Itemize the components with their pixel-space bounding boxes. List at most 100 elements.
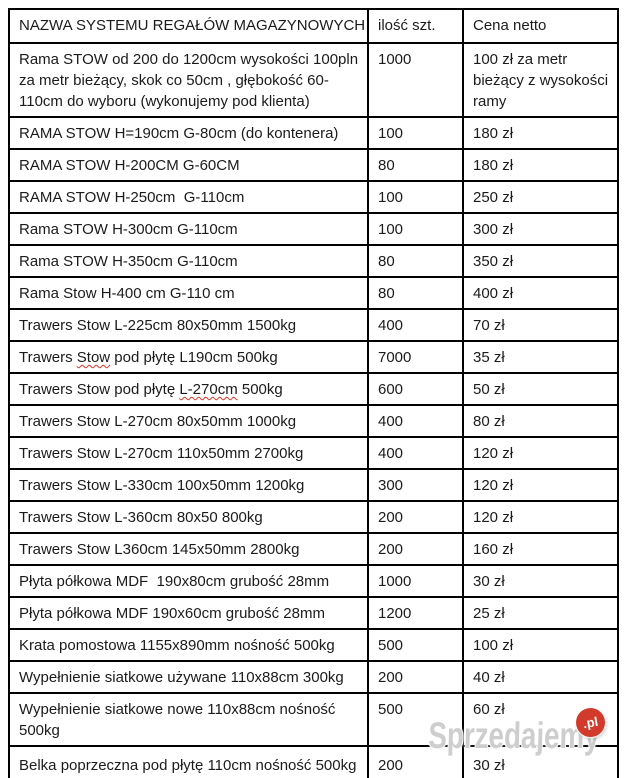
product-name-cell: Trawers Stow pod płytę L-270cm 500kg <box>8 372 369 406</box>
product-name-cell: RAMA STOW H=190cm G-80cm (do kontenera) <box>8 116 369 150</box>
table-row: Płyta półkowa MDF 190x80cm grubość 28mm 1… <box>8 564 619 598</box>
quantity-cell: 500 <box>367 628 464 662</box>
table-row: Wypełnienie siatkowe nowe 110x88cm nośno… <box>8 692 619 747</box>
product-name-text: pod płytę L190cm 500kg <box>110 349 278 366</box>
table-row: Krata pomostowa 1155x890mm nośność 500kg… <box>8 628 619 662</box>
table-row: Trawers Stow L-225cm 80x50mm 1500kg 400 70… <box>8 308 619 342</box>
quantity-cell: 200 <box>367 532 464 566</box>
misspelled-word: Stow <box>76 349 111 366</box>
quantity-cell: 1200 <box>367 596 464 630</box>
product-name-cell: Trawers Stow pod płytę L190cm 500kg <box>8 340 369 374</box>
product-name-cell: Trawers Stow L-225cm 80x50mm 1500kg <box>8 308 369 342</box>
product-name-cell: RAMA STOW H-200CM G-60CM <box>8 148 369 182</box>
product-name-cell: Płyta półkowa MDF 190x80cm grubość 28mm <box>8 564 369 598</box>
product-name-cell: RAMA STOW H-250cm G-110cm <box>8 180 369 214</box>
product-name-text: Trawers Stow L-360cm 80x50 800kg <box>19 509 263 526</box>
price-cell: 180 zł <box>462 148 619 182</box>
price-cell: 40 zł <box>462 660 619 694</box>
price-cell: 30 zł <box>462 745 619 778</box>
header-row: NAZWA SYSTEMU REGAŁÓW MAGAZYNOWYCH ilość… <box>8 8 619 44</box>
product-name-cell: Belka poprzeczna pod płytę 110cm nośność… <box>8 745 369 778</box>
table-row: Rama Stow H-400 cm G-110 cm 80 400 zł <box>8 276 619 310</box>
table-row: Rama STOW od 200 do 1200cm wysokości 100… <box>8 42 619 118</box>
price-table: NAZWA SYSTEMU REGAŁÓW MAGAZYNOWYCH ilość… <box>8 8 619 778</box>
product-name-text: Rama Stow H-400 cm G-110 cm <box>19 285 235 302</box>
table-row: Rama STOW H-350cm G-110cm 80 350 zł <box>8 244 619 278</box>
table-body: Rama STOW od 200 do 1200cm wysokości 100… <box>8 42 619 778</box>
price-cell: 35 zł <box>462 340 619 374</box>
table-row: Płyta półkowa MDF 190x60cm grubość 28mm 1… <box>8 596 619 630</box>
quantity-cell: 80 <box>367 244 464 278</box>
product-name-text: Rama STOW H-300cm G-110cm <box>19 221 238 238</box>
quantity-cell: 1000 <box>367 564 464 598</box>
price-cell: 180 zł <box>462 116 619 150</box>
product-name-cell: Trawers Stow L-330cm 100x50mm 1200kg <box>8 468 369 502</box>
product-name-text: Trawers Stow L-330cm 100x50mm 1200kg <box>19 477 305 494</box>
quantity-cell: 100 <box>367 212 464 246</box>
product-name-text: 500kg <box>237 381 283 398</box>
product-name-text: Wypełnienie siatkowe nowe 110x88cm nośno… <box>19 701 340 739</box>
product-name-cell: Rama STOW od 200 do 1200cm wysokości 100… <box>8 42 369 118</box>
quantity-cell: 200 <box>367 745 464 778</box>
table-row: Trawers Stow L-360cm 80x50 800kg 200 120 z… <box>8 500 619 534</box>
table-row: Belka poprzeczna pod płytę 110cm nośność… <box>8 745 619 778</box>
price-cell: 100 zł <box>462 628 619 662</box>
product-name-cell: Trawers Stow L-270cm 80x50mm 1000kg <box>8 404 369 438</box>
quantity-cell: 1000 <box>367 42 464 118</box>
price-cell: 300 zł <box>462 212 619 246</box>
table-row: Trawers Stow L-330cm 100x50mm 1200kg 300 1… <box>8 468 619 502</box>
price-cell: 70 zł <box>462 308 619 342</box>
column-header-price: Cena netto <box>462 8 619 44</box>
product-name-cell: Rama STOW H-350cm G-110cm <box>8 244 369 278</box>
product-name-text: Wypełnienie siatkowe używane 110x88cm 30… <box>19 669 344 686</box>
product-name-text: RAMA STOW H-250cm G-110cm <box>19 189 245 206</box>
table-row: Trawers Stow L360cm 145x50mm 2800kg 200 16… <box>8 532 619 566</box>
price-cell: 350 zł <box>462 244 619 278</box>
table-row: Trawers Stow pod płytę L-270cm 500kg 600 5… <box>8 372 619 406</box>
price-cell: 100 zł za metr bieżący z wysokości ramy <box>462 42 619 118</box>
quantity-cell: 600 <box>367 372 464 406</box>
price-cell: 120 zł <box>462 468 619 502</box>
price-cell: 120 zł <box>462 500 619 534</box>
table-row: Trawers Stow L-270cm 80x50mm 1000kg 400 80… <box>8 404 619 438</box>
quantity-cell: 7000 <box>367 340 464 374</box>
quantity-cell: 400 <box>367 308 464 342</box>
product-name-cell: Płyta półkowa MDF 190x60cm grubość 28mm <box>8 596 369 630</box>
product-name-cell: Trawers Stow L360cm 145x50mm 2800kg <box>8 532 369 566</box>
price-cell: 250 zł <box>462 180 619 214</box>
price-cell: 25 zł <box>462 596 619 630</box>
quantity-cell: 500 <box>367 692 464 747</box>
table-row: RAMA STOW H-250cm G-110cm 100 250 zł <box>8 180 619 214</box>
quantity-cell: 100 <box>367 116 464 150</box>
product-name-text: Belka poprzeczna pod płytę 110cm nośność… <box>19 757 357 774</box>
table-row: Trawers Stow L-270cm 110x50mm 2700kg 400 1… <box>8 436 619 470</box>
price-cell: 50 zł <box>462 372 619 406</box>
misspelled-word: L-270cm <box>179 381 238 398</box>
product-name-text: Trawers Stow L-270cm 80x50mm 1000kg <box>19 413 297 430</box>
product-name-text: RAMA STOW H-200CM G-60CM <box>19 157 240 174</box>
table-row: Wypełnienie siatkowe używane 110x88cm 30… <box>8 660 619 694</box>
product-name-cell: Wypełnienie siatkowe nowe 110x88cm nośno… <box>8 692 369 747</box>
price-cell: 160 zł <box>462 532 619 566</box>
table-row: Trawers Stow pod płytę L190cm 500kg 7000 3… <box>8 340 619 374</box>
product-name-cell: Trawers Stow L-270cm 110x50mm 2700kg <box>8 436 369 470</box>
product-name-text: Rama STOW od 200 do 1200cm wysokości 100… <box>19 51 363 110</box>
price-cell: 120 zł <box>462 436 619 470</box>
quantity-cell: 400 <box>367 404 464 438</box>
quantity-cell: 300 <box>367 468 464 502</box>
price-cell: 30 zł <box>462 564 619 598</box>
table-row: RAMA STOW H=190cm G-80cm (do kontenera) 1… <box>8 116 619 150</box>
product-name-cell: Rama Stow H-400 cm G-110 cm <box>8 276 369 310</box>
price-cell: 80 zł <box>462 404 619 438</box>
product-name-text: Płyta półkowa MDF 190x60cm grubość 28mm <box>19 605 325 622</box>
product-name-text: Trawers Stow L-225cm 80x50mm 1500kg <box>19 317 297 334</box>
product-name-cell: Trawers Stow L-360cm 80x50 800kg <box>8 500 369 534</box>
table-header: NAZWA SYSTEMU REGAŁÓW MAGAZYNOWYCH ilość… <box>8 8 619 44</box>
product-name-cell: Rama STOW H-300cm G-110cm <box>8 212 369 246</box>
product-name-text: Trawers <box>19 349 77 366</box>
column-header-qty: ilość szt. <box>367 8 464 44</box>
product-name-text: Trawers Stow L360cm 145x50mm 2800kg <box>19 541 300 558</box>
quantity-cell: 400 <box>367 436 464 470</box>
product-name-text: Krata pomostowa 1155x890mm nośność 500kg <box>19 637 335 654</box>
